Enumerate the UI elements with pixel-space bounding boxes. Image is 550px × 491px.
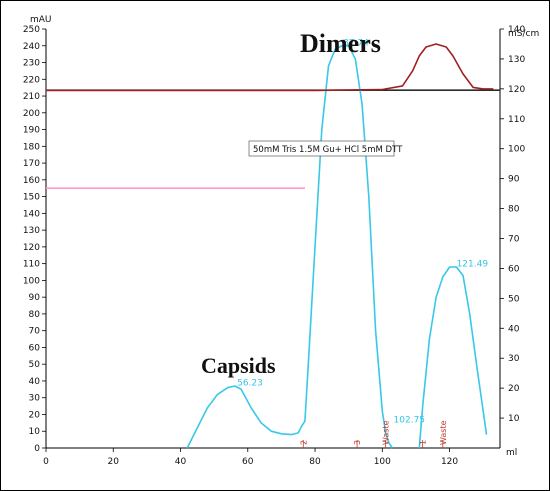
y-right-tick-label: 100	[508, 145, 525, 155]
peak-label: 56.23	[237, 379, 263, 389]
y-right-tick-label: 90	[508, 175, 520, 185]
y-left-tick-label: 120	[23, 243, 40, 253]
y-left-tick-label: 240	[23, 42, 40, 52]
y-right-tick-label: 10	[508, 414, 520, 424]
y-left-tick-label: 80	[29, 310, 41, 320]
dimers-annotation: Dimers	[300, 29, 381, 58]
y-left-tick-label: 230	[23, 59, 40, 69]
y-left-tick-label: 180	[23, 142, 40, 152]
x-tick-label: 20	[108, 457, 120, 467]
y-right-tick-label: 40	[508, 324, 520, 334]
y-right-tick-label: 30	[508, 354, 520, 364]
x-tick-label: 40	[175, 457, 187, 467]
y-right-tick-label: 50	[508, 294, 520, 304]
y-left-tick-label: 150	[23, 193, 40, 203]
y-left-tick-label: 20	[29, 410, 41, 420]
y-left-tick-label: 190	[23, 126, 40, 136]
y-left-tick-label: 160	[23, 176, 40, 186]
fraction-label: 3	[353, 440, 362, 445]
conductivity-trace	[46, 43, 494, 92]
x-tick-label: 0	[43, 457, 49, 467]
y-left-tick-label: 100	[23, 276, 40, 286]
y-left-tick-label: 220	[23, 75, 40, 85]
y-left-tick-label: 140	[23, 209, 40, 219]
buffer-box: 50mM Tris 1.5M Gu+ HCl 5mM DTT	[248, 140, 403, 157]
y-left-tick-label: 70	[29, 327, 41, 337]
y-left-tick-label: 90	[29, 293, 41, 303]
fraction-label: Waste	[382, 420, 391, 445]
peak-label: 102.75	[394, 416, 426, 426]
y-left-tick-label: 30	[29, 394, 41, 404]
peak-label: 121.49	[457, 260, 489, 270]
y-left-tick-label: 200	[23, 109, 40, 119]
peak-label: 87.74	[343, 38, 369, 48]
uv-absorbance-trace	[418, 266, 488, 449]
y-left-unit: mAU	[30, 15, 52, 25]
x-tick-label: 120	[441, 457, 458, 467]
x-tick-label: 80	[309, 457, 321, 467]
y-right-tick-label: 60	[508, 264, 520, 274]
buffer-label: 50mM Tris 1.5M Gu+ HCl 5mM DTT	[253, 145, 403, 155]
y-left-tick-label: 10	[29, 427, 41, 437]
x-unit: ml	[506, 448, 517, 458]
capsids-annotation: Capsids	[201, 353, 276, 378]
y-left-tick-label: 110	[23, 260, 40, 270]
y-right-unit: mS/cm	[508, 29, 539, 39]
y-left-tick-label: 210	[23, 92, 40, 102]
y-right-tick-label: 130	[508, 55, 525, 65]
y-left-tick-label: 40	[29, 377, 41, 387]
fraction-label: 1	[419, 440, 428, 445]
y-right-tick-label: 80	[508, 205, 520, 215]
fraction-label: Waste	[439, 420, 448, 445]
y-left-tick-label: 50	[29, 360, 41, 370]
y-left-tick-label: 130	[23, 226, 40, 236]
y-right-tick-label: 20	[508, 384, 520, 394]
y-left-tick-label: 60	[29, 343, 41, 353]
y-left-tick-label: 0	[34, 444, 40, 454]
fraction-label: 2	[299, 440, 308, 445]
y-right-tick-label: 70	[508, 235, 520, 245]
y-left-tick-label: 250	[23, 25, 40, 35]
x-tick-label: 100	[374, 457, 391, 467]
y-right-tick-label: 110	[508, 115, 525, 125]
uv-absorbance-trace	[186, 45, 394, 449]
y-left-tick-label: 170	[23, 159, 40, 169]
y-right-tick-label: 140	[508, 25, 525, 35]
y-right-tick-label: 120	[508, 85, 525, 95]
x-tick-label: 60	[242, 457, 254, 467]
